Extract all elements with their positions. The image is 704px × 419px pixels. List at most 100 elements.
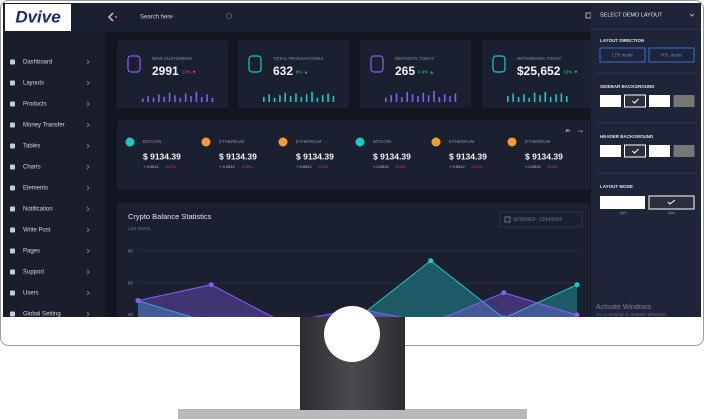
mini-bar bbox=[316, 97, 319, 102]
header-bg-label: HEADER BACKGROUND bbox=[600, 134, 654, 139]
menu-icon bbox=[10, 59, 15, 65]
collapse-icon[interactable] bbox=[107, 12, 114, 22]
coin-name: ETHEREUM bbox=[525, 139, 551, 144]
mini-bar bbox=[289, 96, 292, 102]
menu-chevron bbox=[86, 143, 90, 149]
settings-title: SELECT DEMO LAYOUT bbox=[600, 12, 663, 18]
stat-card bbox=[360, 40, 471, 108]
mini-bar bbox=[555, 94, 557, 102]
mini-bar bbox=[427, 95, 430, 102]
menu-item[interactable]: Notification bbox=[23, 207, 53, 213]
mini-bar bbox=[279, 95, 281, 102]
swatch[interactable] bbox=[624, 144, 646, 158]
stat-value: 2991 bbox=[152, 64, 179, 78]
search-input[interactable]: Search here bbox=[140, 15, 173, 21]
mini-bar bbox=[560, 93, 563, 102]
menu-item[interactable]: Support bbox=[23, 270, 44, 276]
mini-bar bbox=[268, 94, 270, 102]
point bbox=[208, 282, 214, 288]
menu-item[interactable]: Dashboard bbox=[23, 60, 52, 66]
point bbox=[501, 290, 507, 296]
coin-percent: -0.2% bbox=[241, 164, 252, 169]
chart-card bbox=[117, 203, 590, 317]
menu-item[interactable]: Users bbox=[23, 291, 39, 297]
mini-bar bbox=[174, 95, 176, 102]
menu-item[interactable]: Charts bbox=[23, 165, 41, 171]
mini-bar bbox=[454, 93, 457, 102]
stat-value: 265 bbox=[395, 64, 415, 78]
crypto-card bbox=[117, 120, 590, 190]
mini-bar bbox=[184, 93, 187, 102]
search-icon[interactable] bbox=[226, 13, 232, 19]
mini-bar bbox=[523, 94, 525, 102]
swatch[interactable] bbox=[600, 145, 621, 157]
mini-bar bbox=[422, 92, 425, 102]
coin-percent: -0.2% bbox=[471, 164, 482, 169]
ltr-button[interactable] bbox=[599, 47, 646, 63]
menu-icon bbox=[10, 80, 15, 86]
menu-item[interactable]: Products bbox=[23, 102, 47, 108]
coin-percent: -0.2% bbox=[318, 164, 329, 169]
menu-icon bbox=[10, 248, 15, 254]
mini-bar bbox=[168, 92, 171, 102]
menu-item[interactable]: Pages bbox=[23, 249, 40, 255]
coin-percent: -0.2% bbox=[395, 164, 406, 169]
mini-bar bbox=[549, 96, 552, 102]
swatch[interactable] bbox=[649, 95, 670, 107]
coin-name: ETHEREUM bbox=[449, 139, 475, 144]
coin-price: $ 9134.39 bbox=[143, 151, 181, 161]
date-range[interactable]: 11/19/2023 - 12/14/2023 bbox=[513, 217, 562, 222]
coin-price: $ 9134.39 bbox=[449, 151, 487, 161]
stat-change: 13% ▼ bbox=[182, 70, 197, 75]
mini-bar bbox=[195, 91, 198, 102]
mini-bar bbox=[512, 93, 514, 102]
menu-icon bbox=[10, 143, 15, 149]
direction-label: LAYOUT DIRECTION bbox=[600, 38, 644, 43]
stat-label: TOTAL TRANSACTIONS bbox=[273, 56, 323, 61]
menu-item[interactable]: Layouts bbox=[23, 81, 44, 87]
mini-bar bbox=[273, 97, 276, 102]
coin-price: $ 9134.39 bbox=[219, 151, 257, 161]
rtl-button[interactable] bbox=[648, 47, 695, 63]
date-range-input[interactable] bbox=[499, 211, 583, 228]
stat-icon bbox=[492, 55, 506, 73]
menu-item[interactable]: Global Setting bbox=[23, 312, 61, 318]
ltr-label[interactable]: LTR mode bbox=[612, 53, 633, 58]
swatch[interactable] bbox=[649, 145, 670, 157]
menu-chevron bbox=[86, 101, 90, 107]
chart-subtitle: Last Month bbox=[128, 226, 151, 231]
coin-change: + 0.0012 bbox=[525, 164, 541, 169]
next-button[interactable]: → bbox=[576, 124, 585, 134]
watermark-title: Activate Windows bbox=[596, 304, 652, 311]
coin-icon bbox=[507, 137, 517, 147]
menu-item[interactable]: Tables bbox=[23, 144, 40, 150]
area bbox=[138, 260, 577, 317]
check bbox=[667, 199, 676, 205]
swatch[interactable] bbox=[600, 95, 621, 107]
mini-bar bbox=[211, 97, 214, 102]
top-bar bbox=[3, 3, 591, 32]
mini-bar bbox=[417, 96, 419, 102]
menu-icon bbox=[10, 101, 15, 107]
swatch[interactable] bbox=[673, 145, 695, 157]
coin-icon bbox=[125, 137, 135, 147]
mini-bar bbox=[311, 91, 313, 102]
menu-item[interactable]: Money Transfer bbox=[23, 123, 65, 129]
settings-toggle[interactable] bbox=[689, 13, 695, 17]
collapse-dot bbox=[114, 15, 118, 19]
light-mode[interactable] bbox=[600, 196, 645, 209]
prev-button[interactable]: ← bbox=[564, 124, 573, 134]
mini-bar bbox=[385, 97, 387, 102]
swatch[interactable] bbox=[624, 94, 646, 108]
menu-icon bbox=[10, 290, 15, 296]
swatch[interactable] bbox=[673, 95, 695, 107]
stat-value: 632 bbox=[273, 64, 293, 78]
stat-icon bbox=[127, 55, 141, 73]
menu-item[interactable]: Write Post bbox=[23, 228, 51, 234]
mini-bar bbox=[263, 96, 265, 102]
mini-bar bbox=[507, 96, 509, 102]
rtl-label[interactable]: RTL mode bbox=[661, 53, 682, 58]
coin-icon bbox=[278, 137, 288, 147]
menu-item[interactable]: Elements bbox=[23, 186, 48, 192]
mini-bar bbox=[163, 96, 166, 102]
